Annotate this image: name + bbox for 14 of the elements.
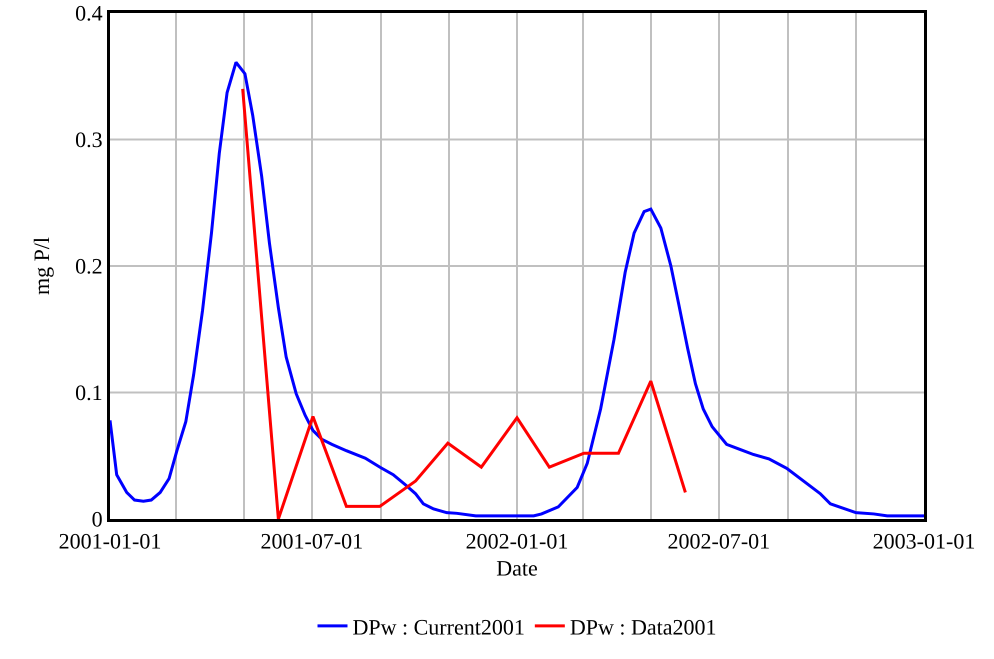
y-tick-label: 0.3 bbox=[75, 127, 103, 152]
y-tick-label: 0.4 bbox=[75, 0, 103, 26]
legend-label: DPw : Data2001 bbox=[570, 614, 716, 640]
y-tick-label: 0.2 bbox=[75, 254, 103, 279]
line-series bbox=[241, 87, 687, 519]
x-axis-title: Date bbox=[496, 555, 538, 580]
y-tick-label: 0.1 bbox=[75, 380, 103, 406]
x-tick-label: 2002-01-01 bbox=[466, 528, 568, 554]
legend-label: DPw : Current2001 bbox=[352, 614, 525, 640]
y-axis-title: mg P/l bbox=[28, 236, 54, 296]
x-tick-label: 2001-07-01 bbox=[260, 528, 364, 554]
x-tick-label: 2002-07-01 bbox=[668, 528, 770, 554]
x-tick-label: 2003-01-01 bbox=[872, 528, 976, 554]
line-series bbox=[110, 60, 924, 518]
